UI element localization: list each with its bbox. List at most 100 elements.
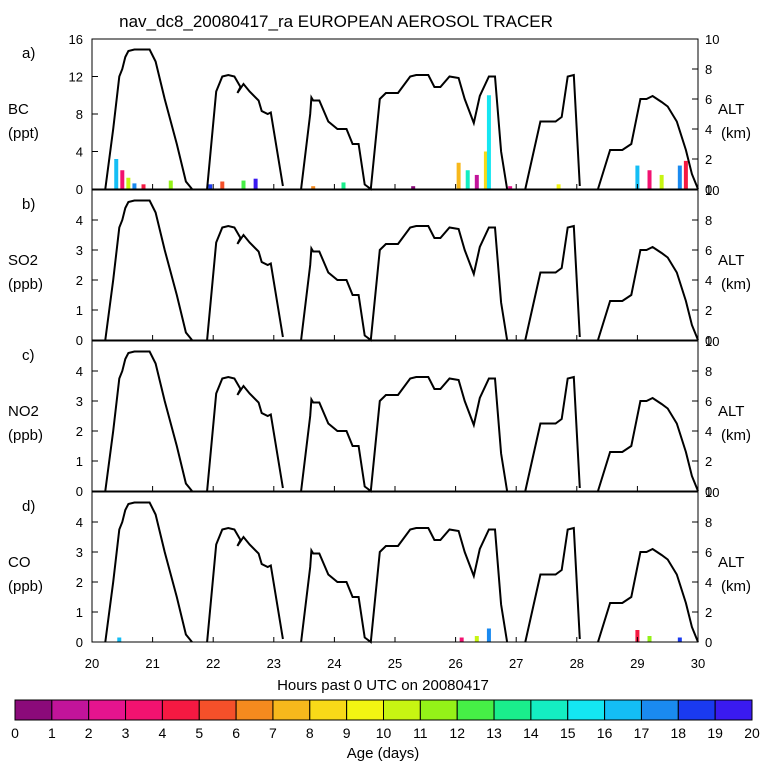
tracer-bar xyxy=(647,170,652,189)
y-left-tick-label: 0 xyxy=(76,333,83,348)
y-left-tick-label: 4 xyxy=(76,364,83,379)
y-left-tick-label: 3 xyxy=(76,243,83,258)
tracer-bar xyxy=(114,159,119,189)
tracer-bar xyxy=(677,637,682,642)
colorbar-tick-label: 14 xyxy=(523,725,539,741)
y-right-tick-label: 8 xyxy=(705,213,712,228)
colorbar-swatch xyxy=(530,699,569,721)
y-left-label: CO xyxy=(8,554,31,571)
tracer-bar xyxy=(241,180,246,189)
y-right-tick-label: 0 xyxy=(705,635,712,650)
colorbar-tick-label: 16 xyxy=(597,725,613,741)
colorbar-tick-label: 0 xyxy=(11,725,19,741)
tracer-bar xyxy=(508,186,513,189)
tracer-bar xyxy=(220,181,225,189)
y-right-tick-label: 4 xyxy=(705,575,712,590)
x-tick-label: 28 xyxy=(570,656,584,671)
tracer-bar xyxy=(659,174,664,189)
y-right-tick-label: 0 xyxy=(705,484,712,499)
y-left-label: BC xyxy=(8,101,29,118)
panel-3: 0 1 2 3 4 0 2 4 6 8 10 c) NO2 (ppb) ALT (km) xyxy=(8,334,751,499)
tracer-bar xyxy=(120,170,125,189)
colorbar-tick-label: 17 xyxy=(634,725,650,741)
y-left-tick-label: 1 xyxy=(76,605,83,620)
colorbar-tick-label: 10 xyxy=(376,725,392,741)
tracer-bar xyxy=(117,637,122,642)
colorbar-tick-label: 19 xyxy=(707,725,723,741)
tracer-bar xyxy=(647,636,652,642)
colorbar-tick-label: 2 xyxy=(85,725,93,741)
tracer-bar xyxy=(486,95,491,189)
colorbar-tick-label: 3 xyxy=(122,725,130,741)
y-right-tick-label: 10 xyxy=(705,32,719,47)
tracer-bar xyxy=(635,630,640,642)
tracer-bar xyxy=(132,183,137,189)
colorbar-swatch xyxy=(309,699,348,721)
y-left-tick-label: 3 xyxy=(76,394,83,409)
y-left-unit: (ppb) xyxy=(8,276,43,293)
y-left-tick-label: 0 xyxy=(76,182,83,197)
y-left-tick-label: 2 xyxy=(76,273,83,288)
colorbar: 0 1 2 3 4 5 6 7 8 9 10 11 12 13 14 15 16 17 18 19 20 xyxy=(11,699,760,741)
y-right-tick-label: 2 xyxy=(705,454,712,469)
y-right-label: ALT xyxy=(718,554,744,571)
colorbar-swatch xyxy=(714,699,753,721)
colorbar-swatch xyxy=(383,699,421,721)
y-right-tick-label: 10 xyxy=(705,334,719,349)
panel-letter: d) xyxy=(22,498,35,515)
colorbar-swatch xyxy=(456,699,495,721)
y-right-tick-label: 6 xyxy=(705,92,712,107)
tracer-bar xyxy=(311,186,316,189)
colorbar-tick-label: 1 xyxy=(48,725,56,741)
y-right-tick-label: 4 xyxy=(705,122,712,137)
colorbar-tick-label: 11 xyxy=(413,725,428,741)
y-left-tick-label: 0 xyxy=(76,635,83,650)
panel-letter: b) xyxy=(22,196,35,213)
colorbar-tick-label: 12 xyxy=(449,725,465,741)
panel-letter: a) xyxy=(22,45,35,62)
x-tick-label: 26 xyxy=(448,656,462,671)
tracer-bar xyxy=(168,180,173,189)
y-right-label: ALT xyxy=(718,252,744,269)
y-left-tick-label: 2 xyxy=(76,575,83,590)
colorbar-tick-label: 18 xyxy=(671,725,687,741)
tracer-bar xyxy=(486,628,491,642)
panel-1: 0 4 8 12 16 0 2 4 6 8 10 a) BC (ppt) ALT (km) xyxy=(8,32,751,197)
colorbar-swatch xyxy=(493,699,532,721)
altitude-line xyxy=(104,350,699,493)
panel-4: 0 1 2 3 4 0 2 4 6 8 10 d) CO (ppb) ALT (km) xyxy=(8,485,751,650)
colorbar-swatch xyxy=(567,699,606,721)
x-tick-label: 30 xyxy=(691,656,705,671)
y-right-tick-label: 0 xyxy=(705,333,712,348)
tracer-bar xyxy=(208,184,213,189)
chart-title: nav_dc8_20080417_ra EUROPEAN AEROSOL TRA… xyxy=(119,12,553,31)
colorbar-label: Age (days) xyxy=(347,745,420,762)
colorbar-tick-label: 20 xyxy=(744,725,760,741)
y-left-tick-label: 12 xyxy=(69,70,83,85)
x-axis: 20 21 22 23 24 25 26 27 28 29 30 xyxy=(85,656,705,671)
colorbar-tick-label: 13 xyxy=(486,725,502,741)
panel-letter: c) xyxy=(22,347,35,364)
tracer-bar xyxy=(556,184,561,189)
y-left-tick-label: 1 xyxy=(76,454,83,469)
tracer-bar xyxy=(141,184,146,189)
x-tick-label: 22 xyxy=(206,656,220,671)
colorbar-swatch xyxy=(640,699,679,721)
y-right-tick-label: 6 xyxy=(705,545,712,560)
panels: 04812160246810a)BC(ppt)ALT(km)0123402468… xyxy=(8,32,751,650)
colorbar-swatch xyxy=(14,699,53,721)
tracer-bar xyxy=(459,637,464,642)
colorbar-tick-label: 6 xyxy=(232,725,240,741)
y-right-tick-label: 10 xyxy=(705,183,719,198)
y-right-tick-label: 6 xyxy=(705,394,712,409)
y-right-label: ALT xyxy=(718,403,744,420)
y-right-tick-label: 10 xyxy=(705,485,719,500)
y-right-tick-label: 2 xyxy=(705,152,712,167)
colorbar-swatch xyxy=(604,699,642,721)
x-tick-label: 27 xyxy=(509,656,523,671)
colorbar-swatch xyxy=(419,699,458,721)
y-left-unit: (ppb) xyxy=(8,427,43,444)
colorbar-swatch xyxy=(125,699,163,721)
y-left-tick-label: 4 xyxy=(76,515,83,530)
tracer-bar xyxy=(483,151,488,189)
